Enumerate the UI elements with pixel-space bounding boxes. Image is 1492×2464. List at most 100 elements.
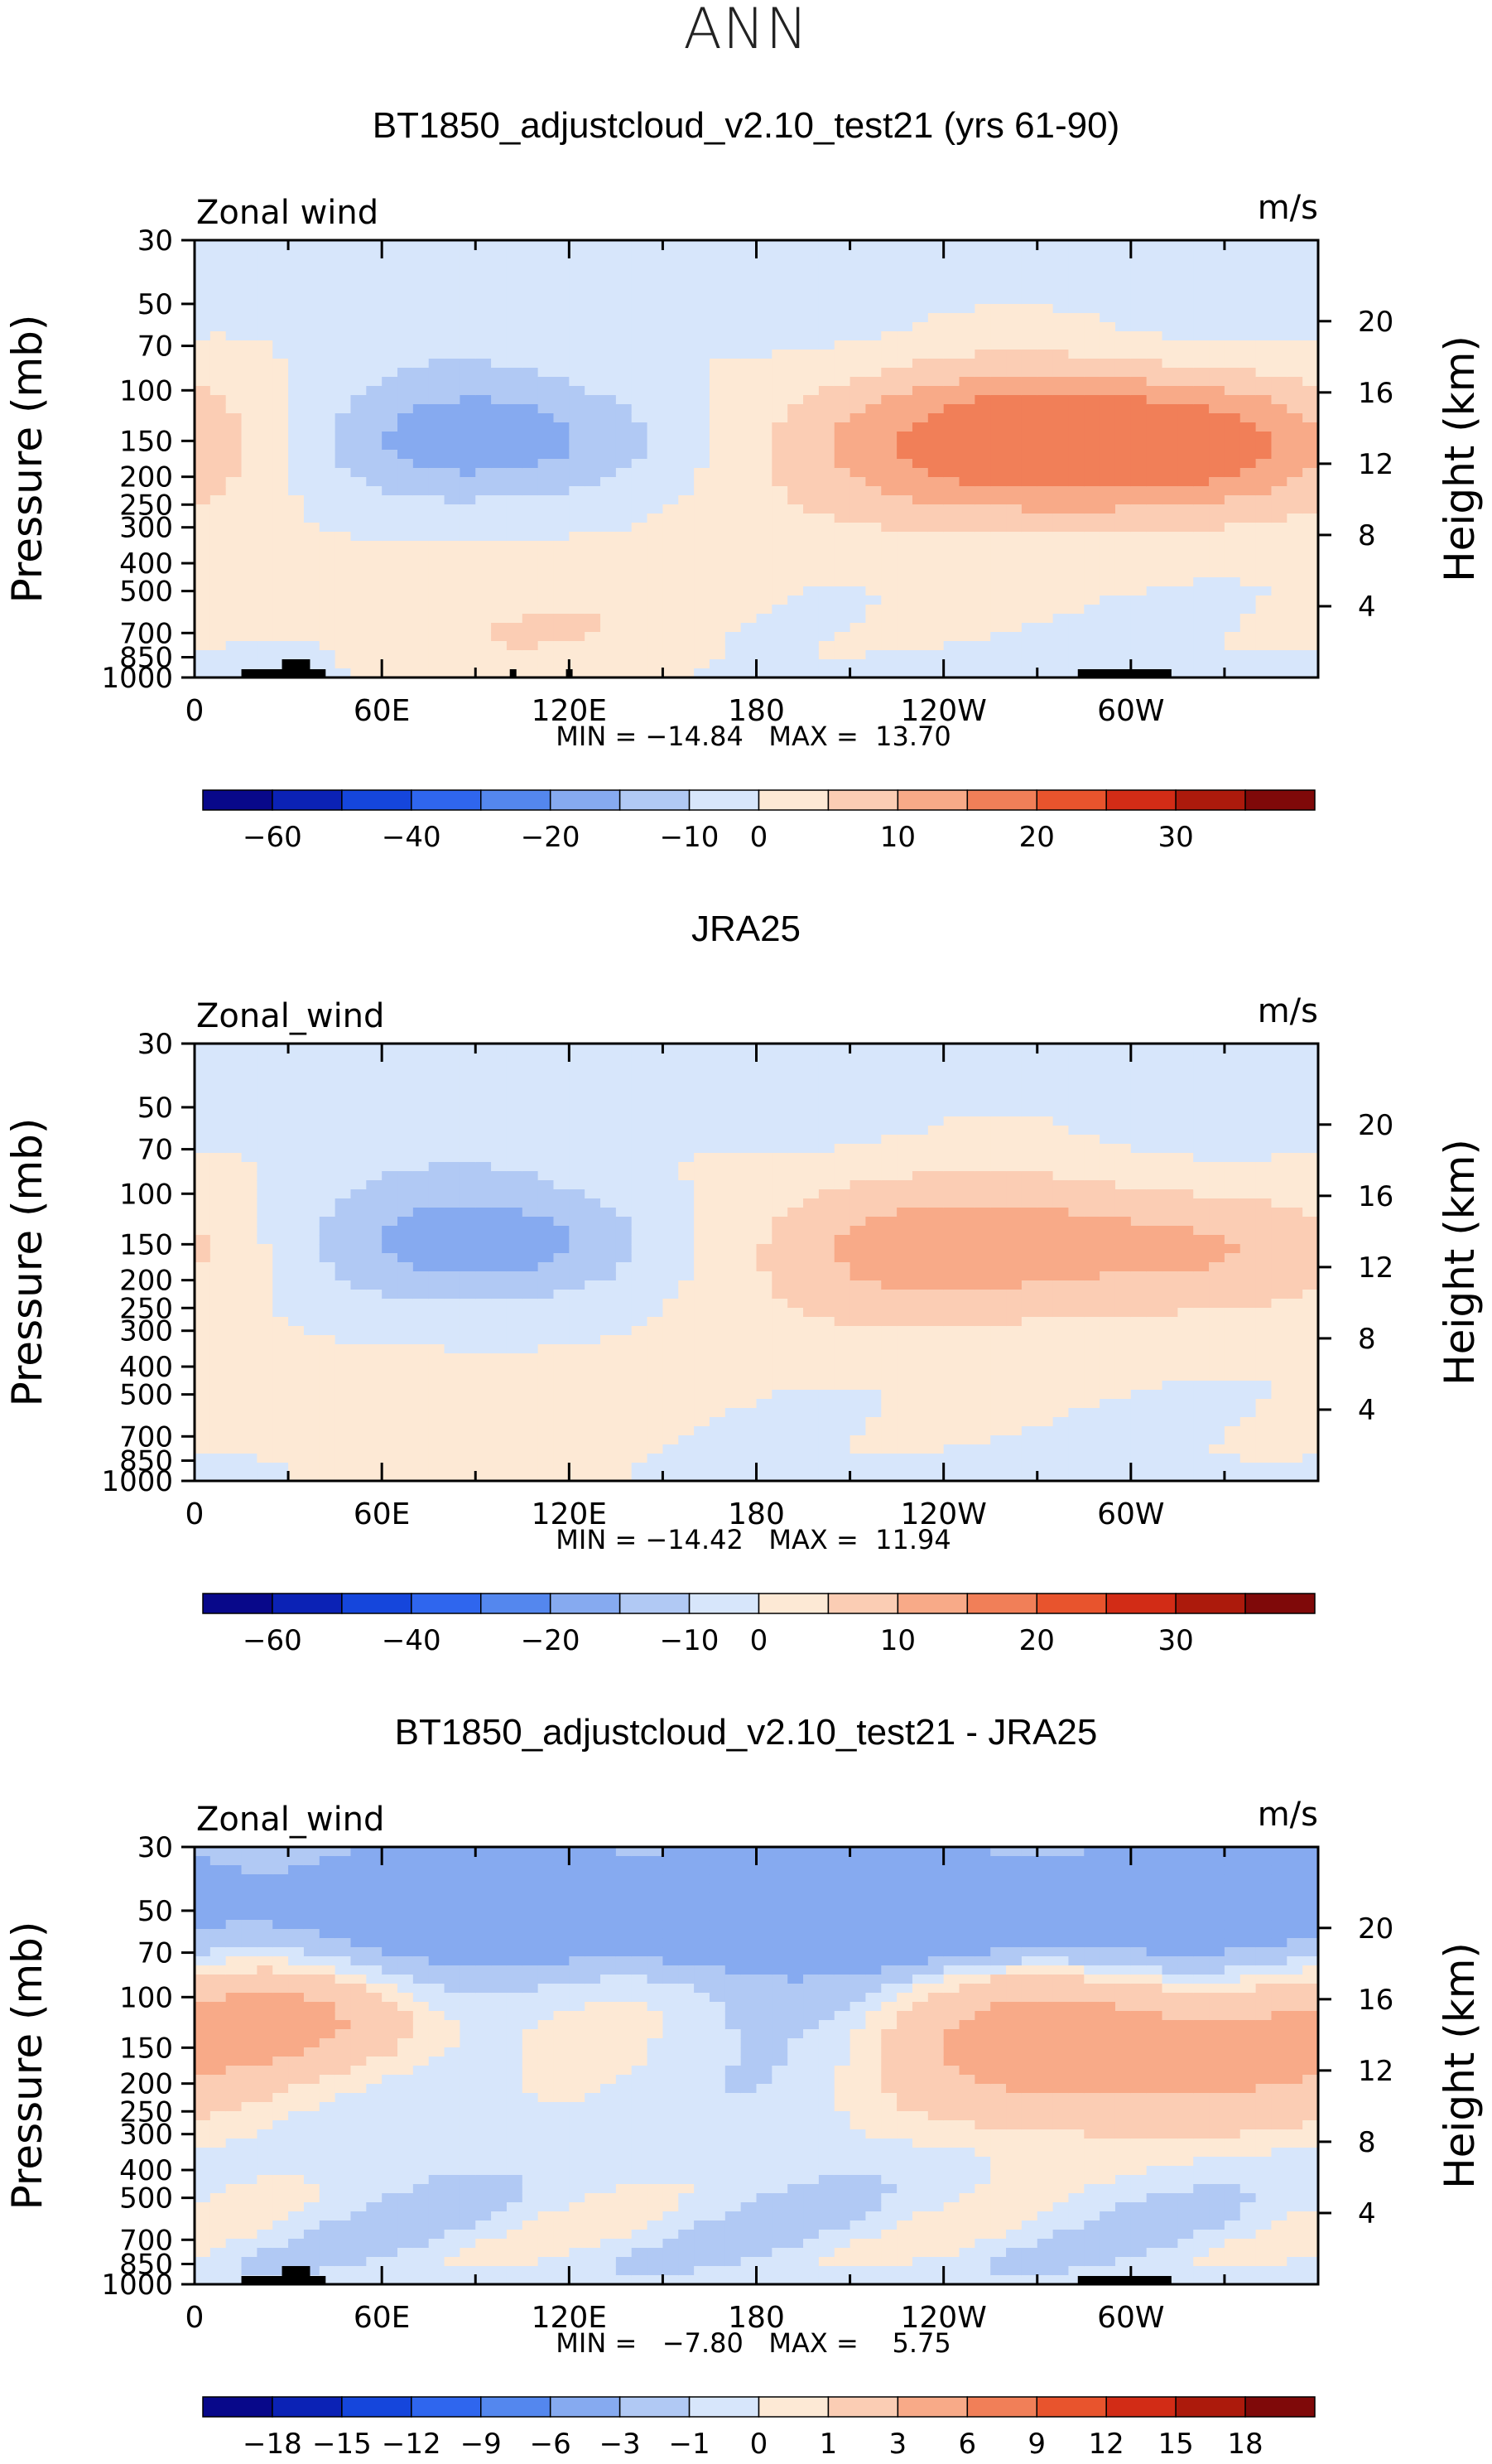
field-cell — [1177, 377, 1194, 387]
field-cell — [195, 1044, 211, 1054]
field-cell — [257, 1135, 273, 1145]
field-cell — [460, 1062, 476, 1072]
field-cell — [647, 632, 664, 642]
field-cell — [350, 1253, 367, 1263]
field-cell — [460, 568, 476, 578]
field-cell — [615, 413, 633, 423]
field-cell — [803, 577, 820, 587]
field-cell — [1271, 249, 1287, 259]
field-cell — [912, 304, 929, 314]
field-cell — [412, 1144, 430, 1154]
field-cell — [1130, 523, 1148, 533]
field-cell — [225, 1372, 243, 1381]
field-cell — [537, 605, 555, 615]
field-cell — [569, 1317, 585, 1327]
field-cell — [709, 340, 726, 350]
field-cell — [615, 1144, 633, 1154]
field-cell — [600, 559, 617, 569]
field-cell — [1052, 659, 1070, 669]
field-cell — [1006, 432, 1023, 441]
field-cell — [959, 350, 975, 359]
field-cell — [1255, 386, 1273, 396]
field-cell — [334, 550, 352, 560]
field-cell — [225, 350, 243, 359]
field-cell — [241, 1089, 257, 1099]
field-cell — [428, 495, 445, 505]
field-cell — [943, 377, 960, 387]
field-cell — [662, 559, 679, 569]
field-cell — [428, 1353, 445, 1363]
field-cell — [366, 313, 383, 323]
field-cell — [428, 1144, 445, 1154]
field-cell — [1193, 322, 1210, 332]
field-cell — [195, 377, 211, 387]
field-cell — [1177, 532, 1194, 542]
field-cell — [491, 605, 508, 615]
field-cell — [1037, 359, 1054, 369]
field-cell — [209, 1408, 227, 1418]
field-cell — [662, 313, 679, 323]
field-cell — [1162, 450, 1178, 460]
field-cell — [1224, 468, 1241, 478]
field-cell — [818, 331, 835, 341]
field-cell — [1146, 577, 1163, 587]
field-cell — [631, 504, 648, 514]
field-cell — [787, 359, 804, 369]
field-cell — [241, 514, 257, 523]
field-cell — [1146, 650, 1163, 660]
field-cell — [475, 450, 492, 460]
field-cell — [428, 1198, 445, 1208]
field-cell — [724, 395, 742, 405]
field-cell — [615, 1162, 633, 1172]
field-cell — [943, 568, 960, 578]
field-cell — [585, 1399, 601, 1409]
field-cell — [382, 1180, 398, 1190]
field-cell — [225, 641, 243, 651]
field-cell — [990, 668, 1007, 678]
field-cell — [756, 304, 772, 314]
field-cell — [1162, 577, 1178, 587]
field-cell — [444, 331, 461, 341]
field-cell — [506, 632, 523, 642]
field-cell — [975, 368, 991, 378]
field-cell — [444, 1126, 461, 1136]
field-cell — [491, 1308, 508, 1318]
field-cell — [569, 1053, 585, 1063]
field-cell — [772, 577, 788, 587]
field-cell — [694, 668, 710, 678]
field-cell — [787, 504, 804, 514]
field-cell — [412, 1353, 430, 1363]
field-cell — [366, 668, 383, 678]
x-axis: 0 60E 120E 180 120W 60W — [185, 240, 1320, 728]
field-cell — [1114, 350, 1132, 359]
field-cell — [491, 568, 508, 578]
field-cell — [475, 1062, 492, 1072]
field-cell — [772, 541, 788, 551]
field-cell — [990, 605, 1007, 615]
field-cell — [1114, 605, 1132, 615]
field-cell — [943, 368, 960, 378]
field-cell — [927, 641, 945, 651]
field-cell — [600, 1290, 617, 1300]
field-cell — [631, 1326, 648, 1336]
field-cell — [615, 1262, 633, 1272]
field-cell — [319, 632, 336, 642]
field-cell — [397, 1326, 414, 1336]
field-cell — [350, 550, 367, 560]
panel-title: JRA25 — [691, 909, 801, 949]
field-cell — [553, 350, 570, 359]
field-cell — [1068, 249, 1085, 259]
field-cell — [1302, 532, 1319, 542]
field-cell — [303, 386, 320, 396]
field-cell — [1177, 468, 1194, 478]
field-cell — [662, 541, 679, 551]
field-cell — [366, 377, 383, 387]
field-cell — [662, 295, 679, 305]
field-cell — [382, 559, 398, 569]
field-cell — [491, 322, 508, 332]
field-cell — [1006, 532, 1023, 542]
field-cell — [694, 559, 710, 569]
field-cell — [366, 541, 383, 551]
field-cell — [241, 432, 257, 441]
field-cell — [366, 1162, 383, 1172]
